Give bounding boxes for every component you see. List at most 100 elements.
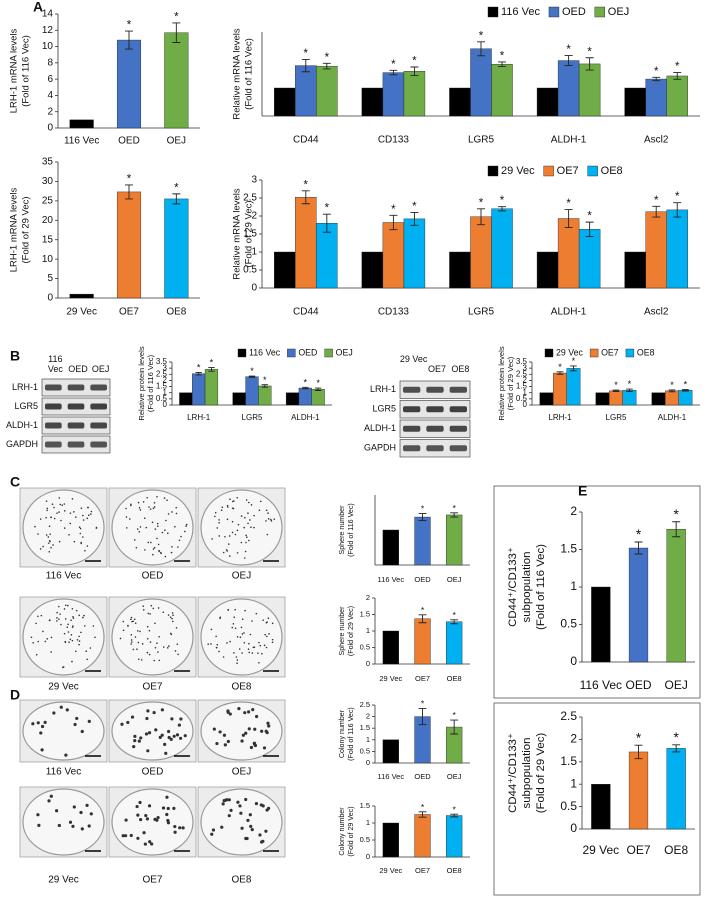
significance-mark: *	[391, 59, 396, 71]
colony	[36, 721, 40, 725]
colony	[234, 627, 237, 630]
colony	[64, 604, 67, 607]
bar	[316, 65, 338, 117]
x-tick-label: ALDH-1	[291, 413, 320, 422]
colony	[71, 824, 75, 828]
y-tick-label: 2	[366, 712, 370, 721]
colony	[59, 705, 63, 709]
blot-band	[90, 384, 107, 391]
colony	[158, 550, 160, 553]
blot-band	[403, 425, 421, 432]
colony	[34, 525, 36, 528]
x-tick-label: OE7	[415, 674, 430, 683]
colony	[90, 510, 93, 513]
colony	[255, 612, 258, 615]
significance-mark: *	[304, 179, 309, 191]
colony	[166, 821, 171, 825]
colony	[120, 722, 124, 726]
x-tick-label: OEJ	[167, 136, 186, 147]
x-tick-label: 116 Vec	[64, 136, 99, 147]
y-axis-label: (Fold of 29 Vec)	[347, 806, 355, 856]
dish	[200, 788, 283, 856]
x-tick-label: LGR5	[468, 307, 495, 318]
legend-label: OE7	[557, 165, 579, 177]
colony	[183, 734, 187, 738]
colony	[137, 739, 141, 743]
colony	[147, 541, 150, 544]
colony	[42, 545, 44, 548]
colony	[251, 652, 254, 654]
colony	[245, 499, 248, 501]
colony	[175, 733, 180, 737]
colony	[266, 533, 269, 536]
blot-band	[67, 422, 85, 429]
colony	[152, 607, 155, 610]
bar	[449, 87, 471, 117]
significance-mark: *	[654, 195, 659, 207]
colony	[166, 499, 168, 501]
colony	[254, 801, 259, 806]
x-tick-label: 29 Vec	[379, 674, 402, 683]
x-tick-label: OEJ	[447, 772, 462, 781]
bar	[557, 218, 580, 289]
colony	[76, 638, 79, 641]
colony	[271, 641, 274, 644]
colony	[149, 508, 152, 510]
legend-label: OE8	[601, 165, 623, 177]
colony	[39, 518, 42, 520]
colony	[90, 513, 92, 515]
y-tick-label: 1.5	[516, 382, 528, 391]
colony	[53, 517, 56, 520]
blot-band	[90, 422, 107, 429]
colony	[234, 533, 237, 536]
y-tick-label: 8	[47, 57, 53, 68]
colony	[94, 636, 96, 639]
bar	[470, 48, 492, 117]
image-label: OE8	[231, 875, 251, 886]
x-tick-label: 116 Vec	[580, 678, 622, 692]
bar	[539, 392, 554, 406]
colony	[253, 514, 255, 517]
significance-mark: *	[654, 66, 659, 78]
significance-mark: *	[558, 362, 562, 372]
colony	[245, 541, 247, 544]
error-bar	[418, 513, 427, 521]
colony	[249, 519, 251, 521]
colony	[134, 622, 137, 624]
colony	[260, 840, 264, 844]
colony	[121, 834, 125, 838]
colony	[238, 648, 241, 650]
colony	[243, 711, 247, 715]
y-axis-label: subpopulation	[521, 738, 533, 809]
y-tick-label: 0	[366, 758, 370, 767]
colony	[47, 799, 51, 803]
bar	[622, 390, 637, 406]
blot-band	[403, 406, 421, 413]
colony	[257, 652, 259, 654]
colony	[164, 529, 166, 532]
legend-label: OE7	[601, 347, 619, 357]
x-tick-label: LRH-1	[548, 413, 572, 422]
bar	[274, 251, 296, 289]
colony	[58, 511, 60, 513]
colony	[56, 611, 58, 614]
colony	[266, 806, 271, 810]
colony	[141, 643, 144, 645]
bar	[274, 87, 296, 117]
colony	[227, 814, 231, 818]
legend-swatch	[487, 165, 499, 177]
colony	[236, 552, 239, 554]
dish	[111, 701, 194, 761]
colony	[59, 503, 62, 506]
colony	[167, 735, 171, 740]
colony	[212, 727, 216, 731]
error-bar	[498, 61, 507, 67]
colony	[218, 535, 221, 537]
legend-swatch	[625, 348, 635, 358]
colony	[232, 507, 235, 510]
colony	[247, 648, 250, 651]
colony	[145, 716, 149, 721]
colony	[174, 650, 177, 652]
x-tick-label: OED	[414, 575, 431, 584]
dish	[111, 489, 194, 566]
